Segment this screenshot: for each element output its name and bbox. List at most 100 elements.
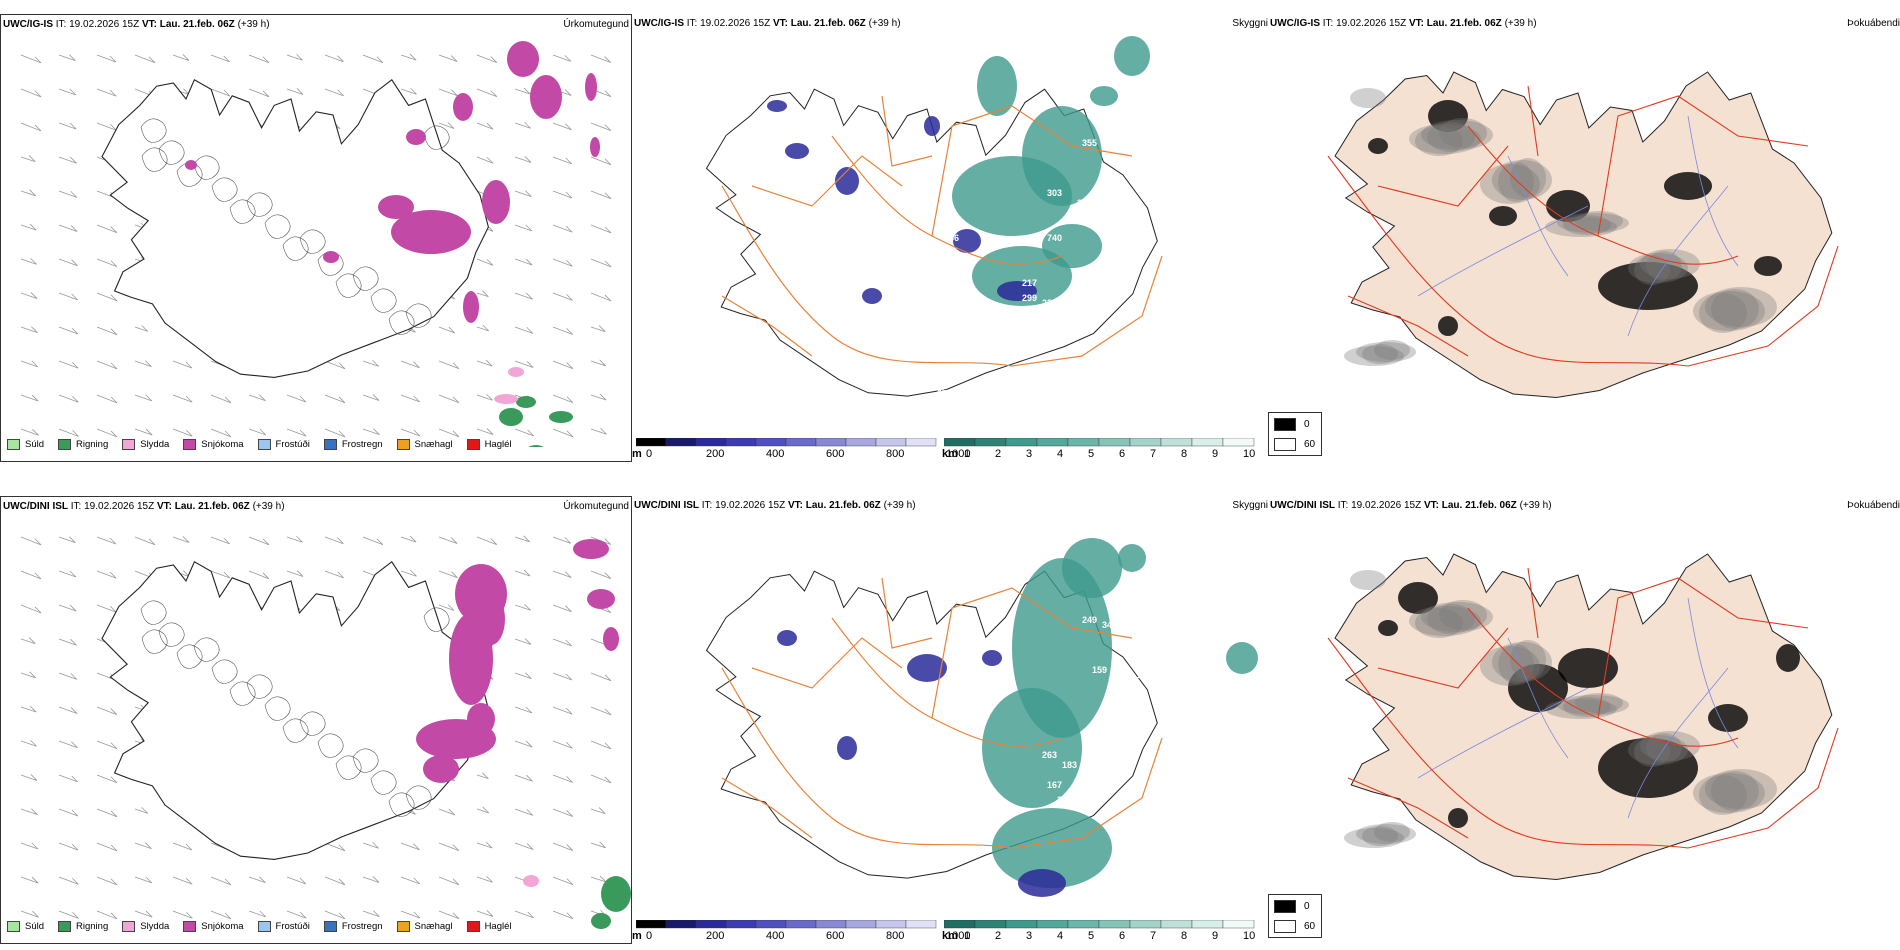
fog-shade — [1409, 606, 1481, 636]
wind-barb — [286, 536, 303, 543]
wind-barb — [590, 360, 606, 367]
fog-area — [1438, 316, 1458, 336]
wind-barb — [20, 360, 38, 368]
wind-barb-tick — [452, 912, 460, 920]
cloud-area — [1090, 86, 1118, 106]
fog-shade — [1415, 126, 1463, 156]
terrain-contour — [158, 140, 185, 165]
wind-barb — [134, 360, 152, 368]
wind-barb — [514, 910, 534, 919]
colorbar-tick: 200 — [706, 930, 725, 942]
wind-barb — [362, 394, 380, 401]
wind-barb-tick — [337, 571, 344, 579]
wind-barb-tick — [598, 325, 606, 332]
wind-barb — [96, 88, 117, 97]
wind-barb-tick — [566, 362, 574, 369]
colorbar-step — [1222, 438, 1255, 447]
precip-map — [20, 41, 612, 447]
road — [1597, 577, 1809, 719]
river — [1417, 205, 1589, 297]
wind-barb — [476, 808, 489, 814]
wind-barb-tick — [451, 89, 458, 96]
legend-item: Frostúði — [257, 921, 310, 932]
wind-barb-tick — [486, 156, 494, 164]
wind-barb-tick — [604, 226, 612, 234]
wind-barb — [96, 292, 118, 302]
wind-barb — [590, 808, 606, 814]
wind-barb — [514, 224, 532, 232]
wind-barb — [96, 808, 118, 818]
wind-barb — [324, 570, 344, 579]
cloud-base-label: 303 — [1077, 198, 1092, 208]
colorbar-step — [1098, 438, 1131, 447]
river — [1627, 667, 1729, 819]
wind-barb-tick — [70, 707, 78, 714]
wind-barb-tick — [413, 911, 421, 919]
wind-barb-tick — [452, 362, 460, 369]
wind-barb-tick — [110, 123, 117, 131]
wind-barb — [58, 570, 76, 578]
cloud-base-label: 355 — [1082, 138, 1097, 148]
wind-barb-tick — [482, 324, 489, 332]
river — [1417, 687, 1589, 779]
fog-shade — [1705, 769, 1777, 809]
fog-legend: 0 60 — [1268, 894, 1322, 938]
wind-barb — [286, 54, 303, 61]
cloud-base-label: 263 — [1042, 750, 1057, 760]
legend-item: Haglél — [466, 439, 512, 450]
legend-item: Slydda — [122, 921, 169, 932]
wind-barb — [324, 394, 346, 404]
colorbar-step — [905, 438, 937, 447]
wind-barb — [552, 570, 572, 578]
fog-shade — [1575, 211, 1623, 231]
wind-barb — [58, 88, 76, 96]
colorbar-step — [1067, 438, 1100, 447]
wind-barb — [134, 428, 153, 436]
wind-barb-tick — [185, 395, 193, 403]
wind-barb — [476, 54, 497, 63]
cloud-panel-row1: UWC/IG-IS IT: 19.02.2026 15Z VT: Lau. 21… — [632, 14, 1268, 462]
wind-barb — [248, 570, 270, 580]
wind-barb-tick — [71, 741, 78, 748]
wind-barb — [20, 604, 42, 614]
wind-barb — [400, 88, 417, 95]
precip-area — [453, 93, 473, 121]
wind-barb-tick — [566, 328, 573, 335]
wind-barb — [476, 122, 494, 130]
wind-barb-tick — [32, 910, 39, 918]
wind-barb-tick — [413, 395, 420, 403]
wind-barb-tick — [262, 90, 270, 98]
wind-barb — [552, 224, 573, 233]
wind-barb — [552, 842, 573, 851]
wind-barb-tick — [110, 878, 118, 886]
wind-barb — [172, 876, 193, 885]
wind-barb — [210, 394, 232, 404]
wind-barb-tick — [69, 122, 77, 130]
wind-barb-tick — [296, 535, 303, 543]
legend-item: Rigning — [58, 439, 108, 450]
wind-barb-tick — [413, 843, 420, 850]
wind-barb — [476, 292, 489, 298]
precip-area — [391, 210, 471, 254]
cloud-area — [1062, 538, 1122, 598]
river — [1687, 597, 1739, 749]
wind-barb — [400, 842, 420, 851]
wind-barb — [248, 876, 266, 884]
wind-barb — [438, 428, 460, 438]
wind-barb — [590, 740, 612, 750]
wind-barb — [134, 536, 156, 546]
wind-barb-tick — [69, 570, 77, 578]
wind-barb-tick — [69, 54, 76, 61]
wind-barb-tick — [526, 327, 534, 334]
terrain-contour — [352, 266, 379, 291]
wind-barb-tick — [71, 293, 78, 301]
wind-barb — [20, 774, 38, 781]
road — [1527, 567, 1539, 639]
fog-area — [1754, 256, 1782, 276]
panel-header: UWC/IG-IS IT: 19.02.2026 15Z VT: Lau. 21… — [1270, 18, 1537, 29]
wind-barb-tick — [71, 259, 78, 266]
wind-barb — [438, 842, 459, 852]
wind-barb — [400, 910, 421, 919]
wind-barb — [96, 394, 118, 404]
terrain-contour — [423, 607, 450, 632]
